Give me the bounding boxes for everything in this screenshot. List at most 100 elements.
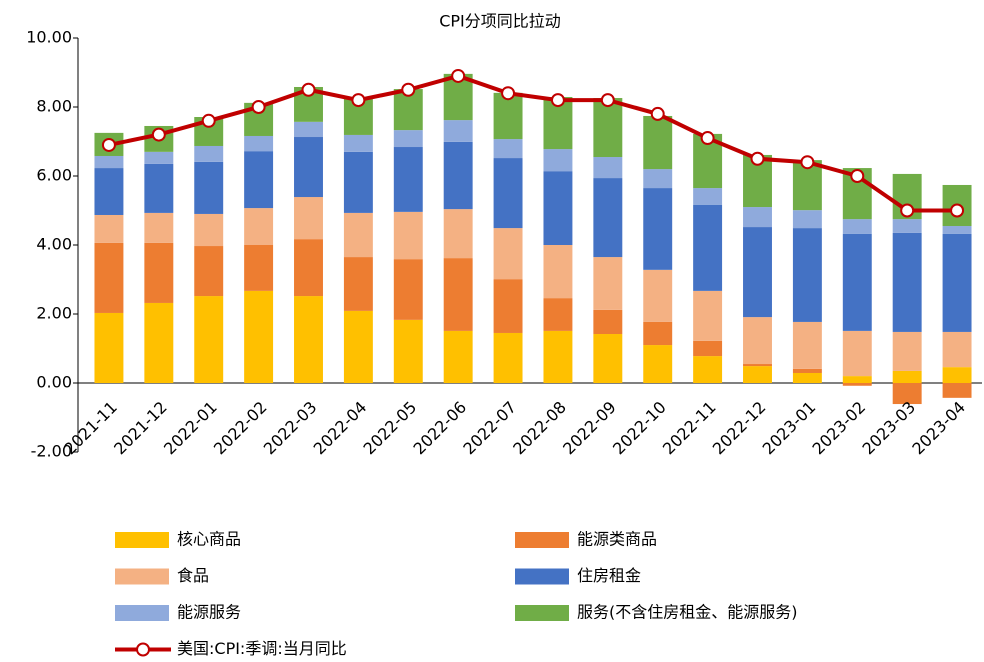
legend-label: 能源类商品	[577, 530, 657, 549]
line-point	[800, 155, 815, 170]
y-tick-label: 6.00	[36, 166, 72, 185]
bar	[294, 239, 323, 297]
x-tick-label: 2021-11	[60, 398, 121, 459]
line-point	[101, 137, 116, 152]
bar	[942, 367, 972, 383]
bar	[543, 330, 573, 383]
bar	[942, 226, 972, 234]
bar	[393, 130, 423, 148]
bar	[443, 258, 473, 331]
x-tick-label: 2022-06	[409, 398, 470, 459]
line-point	[201, 113, 216, 128]
bar	[593, 257, 623, 310]
bar	[593, 98, 623, 158]
bar	[343, 212, 373, 258]
x-tick-label: 2022-09	[559, 398, 620, 459]
bar	[493, 158, 523, 229]
legend-swatch	[115, 532, 169, 548]
bar	[294, 197, 323, 240]
bar	[393, 259, 423, 320]
legend-label: 核心商品	[177, 530, 241, 549]
bar	[493, 279, 523, 333]
bar	[144, 163, 174, 213]
x-tick-label: 2022-04	[310, 398, 371, 459]
x-tick-label: 2023-02	[809, 398, 870, 459]
x-tick-label: 2022-11	[659, 398, 720, 459]
line-point	[401, 82, 416, 97]
bar	[543, 171, 573, 245]
bar	[194, 296, 224, 383]
bar	[643, 345, 673, 383]
bar	[443, 209, 473, 259]
bar	[393, 319, 423, 383]
bar	[842, 330, 872, 377]
bar	[244, 151, 274, 209]
x-tick-label: 2022-05	[360, 398, 421, 459]
x-tick-label: 2023-04	[908, 398, 969, 459]
bar	[493, 92, 523, 140]
y-tick-label: 0.00	[36, 373, 72, 392]
line-point	[301, 82, 316, 97]
y-tick-label: 4.00	[36, 235, 72, 254]
bar	[144, 242, 174, 303]
bar	[942, 383, 972, 398]
legend-label: 住房租金	[577, 566, 641, 585]
bar	[294, 296, 323, 383]
line-point	[900, 203, 915, 218]
line-point	[700, 131, 715, 146]
x-tick-label: 2022-08	[509, 398, 570, 459]
bar	[144, 302, 174, 383]
bar	[443, 120, 473, 142]
x-tick-label: 2022-10	[609, 398, 670, 459]
x-tick-label: 2023-03	[858, 398, 919, 459]
x-tick-label: 2022-02	[210, 398, 271, 459]
bar	[493, 332, 523, 383]
line	[108, 73, 958, 213]
bar	[94, 168, 124, 215]
line-point	[950, 203, 965, 218]
legend-swatch	[515, 568, 569, 585]
bar	[643, 188, 673, 270]
bar	[593, 157, 623, 179]
bar	[493, 228, 523, 280]
chart-title: CPI分项同比拉动	[439, 12, 561, 31]
legend-label: 美国:CPI:季调:当月同比	[177, 639, 347, 658]
line-point	[501, 86, 516, 101]
legend-label: 能源服务	[177, 603, 241, 622]
bar	[792, 228, 822, 322]
bar	[792, 372, 822, 383]
bar	[643, 269, 673, 322]
x-tick-label: 2022-07	[459, 398, 520, 459]
bar	[393, 211, 423, 260]
bar	[94, 214, 124, 243]
bar	[743, 364, 772, 367]
bar	[842, 376, 872, 383]
bar	[842, 383, 872, 386]
bar	[294, 121, 323, 138]
legend-marker	[136, 642, 150, 657]
line-point	[351, 93, 366, 108]
bar	[693, 204, 723, 291]
line-point	[750, 151, 765, 166]
bar	[144, 151, 174, 164]
bar	[94, 155, 124, 169]
bar	[743, 317, 772, 365]
y-tick-label: -2.00	[31, 442, 72, 461]
bar	[493, 139, 523, 159]
line-point	[251, 100, 266, 114]
bar	[693, 356, 723, 383]
bar	[643, 321, 673, 346]
line-point	[451, 68, 466, 83]
bar	[892, 232, 922, 332]
bar	[244, 245, 274, 291]
bar	[343, 134, 373, 152]
legend-swatch	[115, 568, 169, 585]
bar	[194, 246, 224, 297]
bar	[693, 290, 723, 341]
y-tick-label: 8.00	[36, 97, 72, 116]
bar	[94, 312, 124, 383]
legend-label: 服务(不含住房租金、能源服务)	[577, 603, 798, 622]
bar	[743, 227, 772, 318]
line-point	[850, 169, 865, 183]
